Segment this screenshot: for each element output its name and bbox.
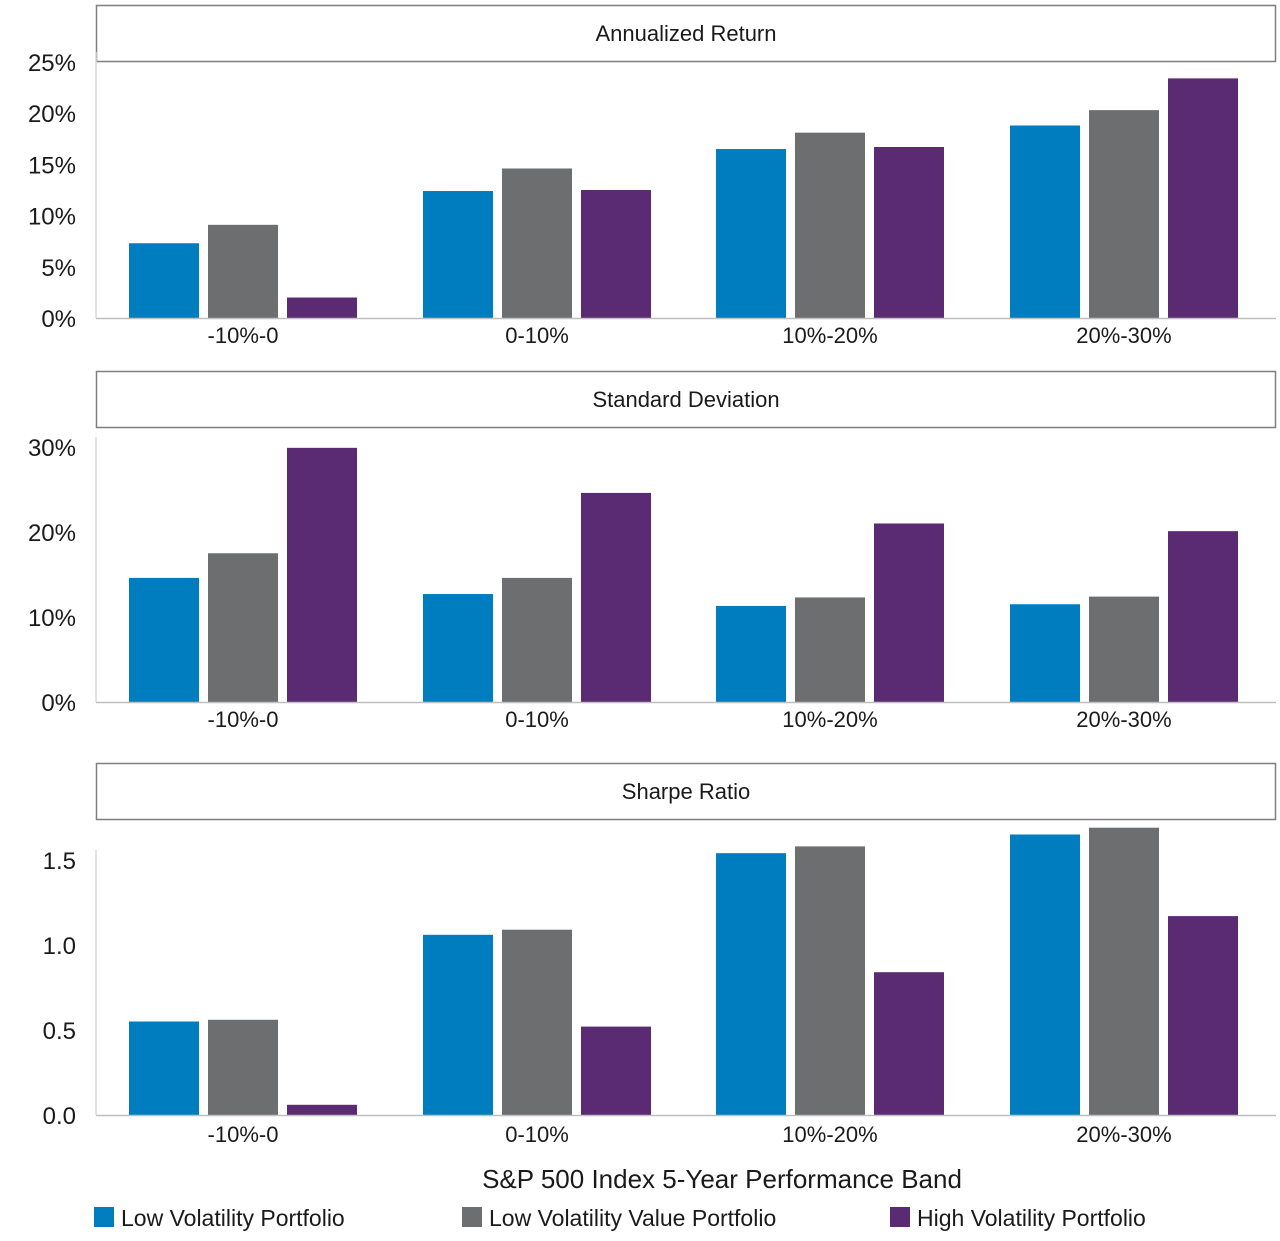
bar-standard-deviation-20%-30%-2	[1168, 531, 1238, 702]
bar-annualized-return-10%-20%-2	[874, 146, 944, 318]
x-axis-label: S&P 500 Index 5-Year Performance Band	[482, 1164, 962, 1194]
bar-annualized-return-10%-20%-0	[716, 149, 786, 318]
y-tick-label-annualized-return: 10%	[28, 204, 76, 231]
bar-sharpe-ratio-20%-30%-0	[1010, 834, 1080, 1115]
bar-standard-deviation--10%-0-1	[208, 553, 278, 702]
bar-sharpe-ratio--10%-0-1	[208, 1019, 278, 1115]
bar-sharpe-ratio--10%-0-0	[129, 1021, 199, 1115]
y-tick-label-standard-deviation: 10%	[28, 605, 76, 632]
bar-annualized-return-20%-30%-0	[1010, 125, 1080, 318]
category-label-annualized-return: 10%-20%	[782, 323, 877, 348]
bar-annualized-return-20%-30%-1	[1089, 110, 1159, 319]
bar-annualized-return-0-10%-1	[502, 168, 572, 318]
bar-annualized-return--10%-0-2	[287, 297, 357, 318]
panel-title-annualized-return: Annualized Return	[595, 21, 776, 46]
bar-standard-deviation-0-10%-2	[581, 492, 651, 702]
bar-standard-deviation-0-10%-1	[502, 577, 572, 702]
y-tick-label-annualized-return: 0%	[41, 306, 76, 333]
category-label-standard-deviation: 20%-30%	[1076, 707, 1171, 732]
y-tick-label-annualized-return: 25%	[28, 50, 76, 77]
category-label-sharpe-ratio: -10%-0	[208, 1122, 279, 1147]
category-label-annualized-return: 20%-30%	[1076, 323, 1171, 348]
bar-annualized-return--10%-0-0	[129, 243, 199, 318]
bar-standard-deviation-0-10%-0	[423, 594, 493, 702]
bar-standard-deviation--10%-0-0	[129, 577, 199, 702]
bar-sharpe-ratio-10%-20%-1	[795, 846, 865, 1115]
bar-sharpe-ratio--10%-0-2	[287, 1104, 357, 1115]
bar-sharpe-ratio-20%-30%-1	[1089, 827, 1159, 1115]
y-tick-label-annualized-return: 20%	[28, 101, 76, 128]
panel-title-sharpe-ratio: Sharpe Ratio	[622, 779, 750, 804]
legend-swatch-0	[94, 1207, 114, 1227]
bar-annualized-return-0-10%-2	[581, 190, 651, 318]
category-label-sharpe-ratio: 10%-20%	[782, 1122, 877, 1147]
category-label-standard-deviation: 10%-20%	[782, 707, 877, 732]
y-tick-label-standard-deviation: 30%	[28, 435, 76, 462]
panel-header-sharpe-ratio	[95, 762, 1277, 821]
bar-sharpe-ratio-0-10%-0	[423, 934, 493, 1115]
legend-label-2: High Volatility Portfolio	[917, 1205, 1146, 1231]
bar-sharpe-ratio-0-10%-2	[581, 1026, 651, 1115]
bar-sharpe-ratio-10%-20%-2	[874, 972, 944, 1115]
bar-annualized-return--10%-0-1	[208, 224, 278, 318]
y-tick-label-sharpe-ratio: 0.0	[43, 1103, 76, 1130]
y-tick-label-sharpe-ratio: 0.5	[43, 1018, 76, 1045]
panel-header-standard-deviation	[95, 370, 1277, 429]
y-tick-label-standard-deviation: 20%	[28, 520, 76, 547]
bar-standard-deviation-20%-30%-1	[1089, 596, 1159, 702]
legend-label-1: Low Volatility Value Portfolio	[489, 1205, 776, 1231]
category-label-standard-deviation: -10%-0	[208, 707, 279, 732]
category-label-annualized-return: -10%-0	[208, 323, 279, 348]
panel-title-standard-deviation: Standard Deviation	[592, 387, 779, 412]
y-tick-label-sharpe-ratio: 1.5	[43, 848, 76, 875]
bar-standard-deviation--10%-0-2	[287, 447, 357, 702]
bar-annualized-return-0-10%-0	[423, 191, 493, 318]
panel-header-annualized-return	[95, 4, 1277, 63]
bar-standard-deviation-10%-20%-1	[795, 597, 865, 702]
bar-sharpe-ratio-0-10%-1	[502, 929, 572, 1115]
category-label-sharpe-ratio: 20%-30%	[1076, 1122, 1171, 1147]
y-tick-label-annualized-return: 5%	[41, 255, 76, 282]
bar-sharpe-ratio-10%-20%-0	[716, 853, 786, 1115]
bar-annualized-return-20%-30%-2	[1168, 78, 1238, 318]
legend-swatch-1	[462, 1207, 482, 1227]
bar-standard-deviation-10%-20%-0	[716, 605, 786, 702]
category-label-annualized-return: 0-10%	[505, 323, 569, 348]
bar-standard-deviation-10%-20%-2	[874, 523, 944, 702]
y-tick-label-annualized-return: 15%	[28, 152, 76, 179]
legend-swatch-2	[890, 1207, 910, 1227]
y-tick-label-standard-deviation: 0%	[41, 690, 76, 717]
category-label-sharpe-ratio: 0-10%	[505, 1122, 569, 1147]
category-label-standard-deviation: 0-10%	[505, 707, 569, 732]
y-tick-label-sharpe-ratio: 1.0	[43, 933, 76, 960]
bar-sharpe-ratio-20%-30%-2	[1168, 916, 1238, 1115]
bar-standard-deviation-20%-30%-0	[1010, 604, 1080, 702]
bar-annualized-return-10%-20%-1	[795, 132, 865, 318]
legend-label-0: Low Volatility Portfolio	[121, 1205, 345, 1231]
